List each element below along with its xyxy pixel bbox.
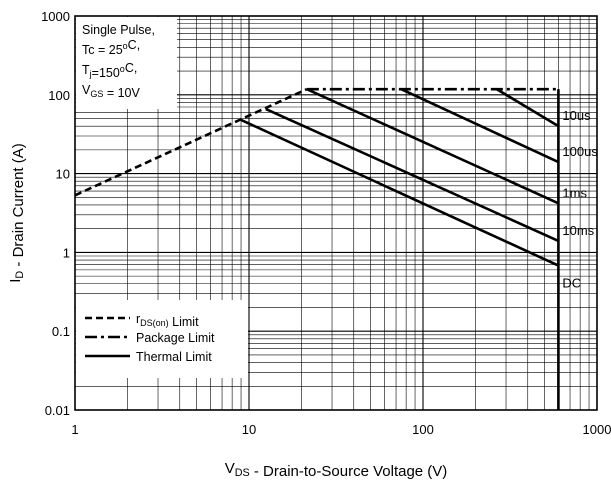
y-axis-label: ID - Drain Current (A) [7,143,27,283]
series-line-dc [240,118,559,267]
conditions-box [76,17,177,109]
series-line-100us [400,87,559,164]
legend-label-dashdot: Package Limit [136,331,215,345]
legend-label-dashed: rDS(on) Limit [136,312,199,329]
series-label-100us: 100us [562,144,598,159]
x-tick-label: 10 [242,422,256,437]
series-line-1ms [306,87,559,205]
legend-box [76,300,248,378]
series-label-10ms: 10ms [562,223,594,238]
y-tick-label: 0.01 [45,403,70,418]
condition-text-2: Tj=150oC, [82,61,137,80]
x-tick-label: 1 [71,422,78,437]
y-tick-label: 0.1 [52,324,70,339]
y-tick-label: 100 [48,88,70,103]
y-tick-label: 1000 [41,9,70,24]
y-tick-label: 10 [56,167,70,182]
series-line-10us [495,88,560,128]
series-label-dc: DC [562,276,581,291]
condition-text-0: Single Pulse, [82,23,155,37]
series-label-1ms: 1ms [562,185,587,200]
series-label-10us: 10us [562,108,591,123]
x-tick-label: 1000 [583,422,611,437]
x-tick-label: 100 [412,422,434,437]
y-tick-label: 1 [63,245,70,260]
condition-text-3: VGS = 10V [82,83,141,100]
x-axis-label: VDS - Drain-to-Source Voltage (V) [225,460,448,480]
condition-text-1: Tc = 25oC, [82,38,140,57]
legend-label-solid: Thermal Limit [136,350,212,364]
plot-frame [74,15,598,411]
series-line-10ms [265,107,559,243]
series-line-dashed-0 [74,87,308,197]
